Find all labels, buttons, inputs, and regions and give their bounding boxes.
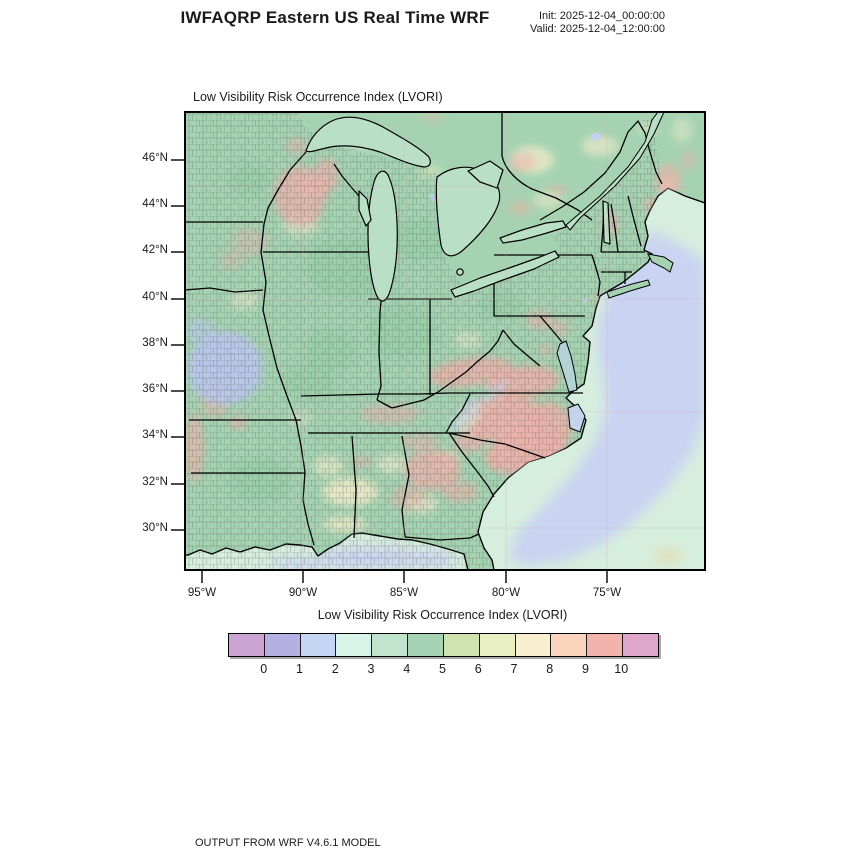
lat-tick-label: 30°N: [142, 522, 168, 534]
colorbar-segment: [229, 634, 264, 656]
footer-line1: OUTPUT FROM WRF V4.6.1 MODEL: [195, 837, 381, 849]
lat-tick-label: 36°N: [142, 383, 168, 395]
lake-superior: [305, 116, 431, 168]
lat-tick-label: 38°N: [142, 337, 168, 349]
lat-tick-marks: [171, 159, 185, 531]
lat-tick-label: 34°N: [142, 429, 168, 441]
colorbar-segment: [550, 634, 587, 656]
lon-tick-label: 80°W: [491, 587, 521, 599]
coastal-islands: [606, 253, 674, 299]
lake-michigan: [367, 170, 398, 302]
colorbar-tick-label: 2: [331, 662, 339, 676]
colorbar-tick-label: 8: [546, 662, 554, 676]
colorbar-segment: [514, 634, 551, 656]
lon-tick-label: 85°W: [389, 587, 419, 599]
lon-tick-marks: [201, 570, 608, 583]
colorbar-tick-label: 5: [439, 662, 446, 676]
green-bay: [358, 190, 372, 227]
model-config-footer: OUTPUT FROM WRF V4.6.1 MODEL WE = 310 ; …: [195, 811, 628, 850]
run-time-block: Init: 2025-12-04_00:00:00 Valid: 2025-12…: [440, 10, 665, 36]
colorbar-segment: [263, 634, 300, 656]
valid-time-label: Valid: 2025-12-04_12:00:00: [530, 23, 665, 35]
lake-ontario: [499, 220, 567, 244]
colorbar-tick-label: 9: [582, 662, 589, 676]
lat-tick-label: 44°N: [142, 198, 168, 210]
state-borders: [185, 112, 663, 546]
lat-tick-label: 32°N: [142, 476, 168, 488]
lon-tick-label: 90°W: [288, 587, 318, 599]
lake-erie: [450, 250, 560, 298]
lake-st-clair: [456, 268, 464, 276]
colorbar-segment: [407, 634, 443, 656]
lat-tick-label: 46°N: [142, 152, 168, 164]
colorbar-segment: [371, 634, 408, 656]
chesapeake-bay: [556, 340, 578, 393]
colorbar-tick-label: 0: [260, 662, 268, 676]
colorbar-tick-label: 3: [367, 662, 375, 676]
colorbar-segment: [478, 634, 515, 656]
map-frame: [184, 111, 706, 571]
great-lakes: [305, 112, 665, 433]
lat-tick-label: 42°N: [142, 244, 168, 256]
init-time-label: Init: 2025-12-04_00:00:00: [539, 10, 665, 22]
colorbar-segment: [299, 634, 336, 656]
long-island: [606, 279, 651, 299]
lon-tick-label: 95°W: [187, 587, 217, 599]
colorbar-tick-label: 6: [474, 662, 482, 676]
georgian-bay: [467, 160, 504, 189]
colorbar-title: Low Visibility Risk Occurrence Index (LV…: [317, 608, 568, 622]
colorbar-segment: [335, 634, 372, 656]
pamlico-sound: [567, 403, 586, 433]
plot-title: Low Visibility Risk Occurrence Index (LV…: [193, 90, 443, 104]
colorbar-segment: [442, 634, 479, 656]
colorbar-segment: [622, 634, 658, 656]
st-lawrence-river: [565, 112, 665, 231]
lat-tick-label: 40°N: [142, 291, 168, 303]
lon-tick-label: 75°W: [592, 587, 622, 599]
lake-champlain: [602, 200, 611, 245]
page-title: IWFAQRP Eastern US Real Time WRF: [180, 8, 490, 27]
cape-cod: [647, 253, 674, 273]
colorbar-tick-label: 4: [403, 662, 411, 676]
graticule: [185, 112, 705, 570]
colorbar: [228, 633, 659, 657]
colorbar-tick-label: 7: [510, 662, 518, 676]
colorbar-segment: [586, 634, 623, 656]
colorbar-tick-label: 10: [614, 662, 629, 676]
colorbar-tick-label: 1: [296, 662, 303, 676]
